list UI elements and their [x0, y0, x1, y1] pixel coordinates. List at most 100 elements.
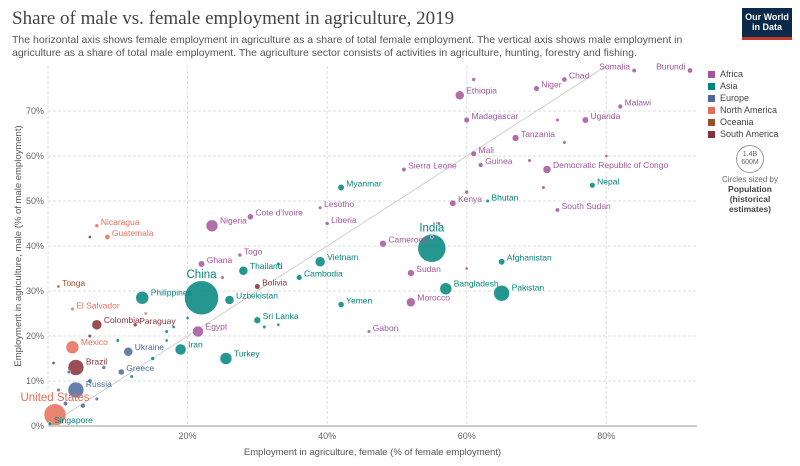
point-label: Singapore [54, 415, 93, 425]
point-label: Colombia [104, 315, 140, 325]
data-point [401, 167, 407, 172]
data-point [51, 361, 56, 365]
data-point [554, 207, 560, 213]
legend-label: North America [720, 105, 778, 115]
point-label: Uzbekistan [236, 290, 278, 300]
data-point [533, 85, 540, 92]
data-point [478, 162, 484, 168]
data-point [254, 283, 261, 290]
data-point [617, 103, 623, 110]
data-point [318, 205, 323, 210]
data-point [150, 356, 155, 361]
data-point [88, 235, 92, 239]
x-tick-label: 20% [179, 431, 197, 441]
point-label: Nepal [597, 176, 619, 186]
legend-label: South America [720, 129, 779, 139]
size-legend-value-2: 600M [741, 159, 759, 166]
data-point [337, 301, 345, 308]
data-point [198, 260, 205, 268]
chart-title: Share of male vs. female employment in a… [12, 8, 455, 29]
data-point [184, 280, 219, 315]
data-point [562, 140, 567, 145]
point-label: Guatemala [112, 228, 154, 238]
data-point [118, 368, 125, 376]
data-point [219, 352, 233, 365]
legend-swatch [708, 71, 715, 78]
y-tick-label: 70% [26, 106, 44, 116]
data-point [406, 297, 416, 307]
data-point [129, 374, 134, 379]
point-label: Greece [126, 363, 154, 373]
data-point [171, 325, 176, 329]
x-tick-label: 60% [458, 431, 476, 441]
point-label: Bhutan [491, 192, 518, 202]
point-label: Cameroon [388, 235, 428, 245]
logo-line-1: Our World [745, 12, 789, 22]
legend-swatch [708, 83, 715, 90]
data-point [379, 240, 387, 248]
data-point [205, 219, 219, 232]
data-point [66, 369, 71, 375]
data-point [485, 198, 490, 204]
x-axis-title: Employment in agriculture, female (% of … [244, 447, 501, 458]
chart-subtitle: The horizontal axis shows female employm… [12, 34, 683, 59]
legend-item-asia[interactable]: Asia [708, 80, 779, 92]
data-point [589, 182, 596, 189]
data-point [464, 189, 469, 195]
data-point [561, 76, 568, 83]
point-label: Myanmar [346, 178, 382, 188]
owid-logo[interactable]: Our World in Data [742, 8, 792, 40]
data-point [470, 150, 477, 157]
data-point [94, 396, 99, 402]
point-label: Pakistan [512, 282, 545, 292]
point-label: Sri Lanka [263, 311, 299, 321]
legend-swatch [708, 95, 715, 102]
logo-accent-bar [742, 37, 792, 40]
data-point [101, 365, 107, 370]
data-point [463, 116, 470, 124]
data-point [224, 295, 235, 305]
point-label: India [419, 222, 445, 234]
legend-swatch [708, 119, 715, 126]
point-label: Philippines [151, 287, 192, 297]
point-label: Bolivia [262, 278, 287, 288]
point-label: Liberia [331, 215, 357, 225]
y-tick-label: 20% [26, 331, 44, 341]
point-label: Mali [478, 145, 494, 155]
data-point [94, 223, 100, 228]
data-point [276, 322, 281, 327]
data-point [253, 316, 262, 324]
legend-item-europe[interactable]: Europe [708, 92, 779, 104]
data-point [237, 252, 243, 258]
data-point [454, 90, 465, 100]
point-label: United States [20, 392, 89, 404]
point-label: Democratic Republic of Congo [553, 160, 669, 170]
data-point [542, 165, 552, 174]
point-label: El Salvador [76, 300, 120, 310]
point-label: Lesotho [324, 199, 355, 209]
legend-item-north-america[interactable]: North America [708, 104, 779, 116]
data-point [91, 319, 103, 330]
legend-swatch [708, 107, 715, 114]
data-point [132, 322, 138, 327]
data-point [687, 67, 693, 74]
size-legend-title: Population (historical estimates) [728, 184, 772, 214]
data-point [436, 221, 441, 226]
point-label: Nicaragua [101, 217, 140, 227]
data-point [337, 184, 345, 191]
legend-item-oceania[interactable]: Oceania [708, 116, 779, 128]
data-point [429, 235, 434, 239]
data-point [115, 338, 120, 343]
data-point [104, 234, 111, 240]
legend-item-africa[interactable]: Africa [708, 68, 779, 80]
point-label: Bangladesh [454, 279, 499, 289]
point-label: Uganda [591, 111, 621, 121]
legend-item-south-america[interactable]: South America [708, 128, 779, 140]
size-legend: 1.4B 600M Circles sized by Population (h… [708, 145, 792, 214]
data-point [581, 116, 589, 124]
data-point [262, 324, 267, 330]
data-point [220, 275, 225, 280]
point-label: Yemen [346, 295, 372, 305]
y-axis-title: Employment in agriculture, male (% of ma… [13, 125, 24, 366]
size-legend-note: Circles sized by [721, 175, 778, 184]
